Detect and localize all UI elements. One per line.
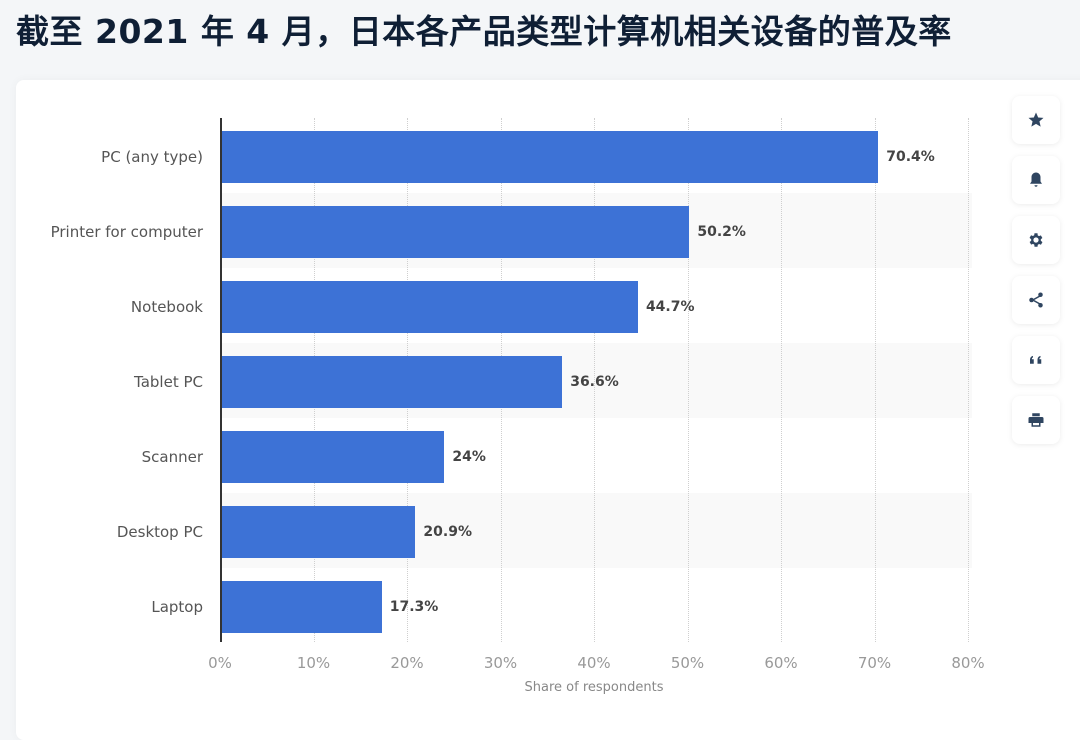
bar-value-label: 50.2% — [697, 224, 746, 240]
gridline — [781, 118, 782, 642]
bar-value-label: 36.6% — [570, 374, 619, 390]
gridline — [968, 118, 969, 642]
x-tick-label: 80% — [951, 654, 985, 672]
gridline — [874, 118, 876, 642]
x-tick-label: 20% — [390, 654, 424, 672]
bar[interactable] — [222, 206, 690, 258]
x-tick-label: 30% — [483, 654, 518, 672]
chart-toolbar — [1012, 96, 1060, 456]
bar[interactable] — [222, 506, 416, 558]
share-icon — [1029, 292, 1043, 308]
x-tick-label: 50% — [670, 654, 705, 672]
gridline — [594, 118, 595, 642]
bar[interactable] — [222, 431, 445, 483]
bar[interactable] — [222, 356, 563, 408]
bar[interactable] — [222, 131, 879, 183]
x-tick-label: 70% — [857, 654, 892, 672]
bar-value-label: 70.4% — [886, 149, 935, 165]
notification-button[interactable] — [1012, 156, 1060, 204]
category-label: Printer for computer — [50, 223, 203, 241]
bar-value-label: 24% — [452, 449, 486, 465]
bar[interactable] — [222, 581, 382, 633]
cite-button[interactable] — [1012, 336, 1060, 384]
x-tick-label: 40% — [577, 654, 611, 672]
bar-value-label: 17.3% — [389, 599, 439, 615]
y-axis-line — [220, 118, 222, 642]
quote-icon — [1030, 355, 1042, 364]
share-button[interactable] — [1012, 276, 1060, 324]
bar[interactable] — [222, 281, 638, 333]
page-title: 截至 2021 年 4 月，日本各产品类型计算机相关设备的普及率 — [16, 12, 952, 51]
favorite-button[interactable] — [1012, 96, 1060, 144]
x-tick-label: 0% — [208, 654, 232, 672]
bell-icon — [1030, 172, 1042, 187]
category-label: Laptop — [151, 598, 203, 616]
category-label: Scanner — [141, 448, 203, 466]
star-icon — [1028, 112, 1044, 127]
printer-icon — [1028, 413, 1044, 427]
x-tick-label: 60% — [764, 654, 798, 672]
bar-value-label: 20.9% — [423, 524, 472, 540]
x-tick-label: 10% — [296, 654, 331, 672]
x-axis-title: Share of respondents — [524, 680, 664, 695]
gridline — [687, 118, 689, 642]
print-button[interactable] — [1012, 396, 1060, 444]
category-label: Notebook — [130, 298, 203, 316]
category-label: Desktop PC — [116, 523, 203, 541]
gear-icon — [1029, 233, 1043, 247]
settings-button[interactable] — [1012, 216, 1060, 264]
bar-value-label: 44.7% — [645, 299, 695, 315]
category-label: Tablet PC — [134, 373, 203, 391]
category-label: PC (any type) — [101, 148, 203, 166]
